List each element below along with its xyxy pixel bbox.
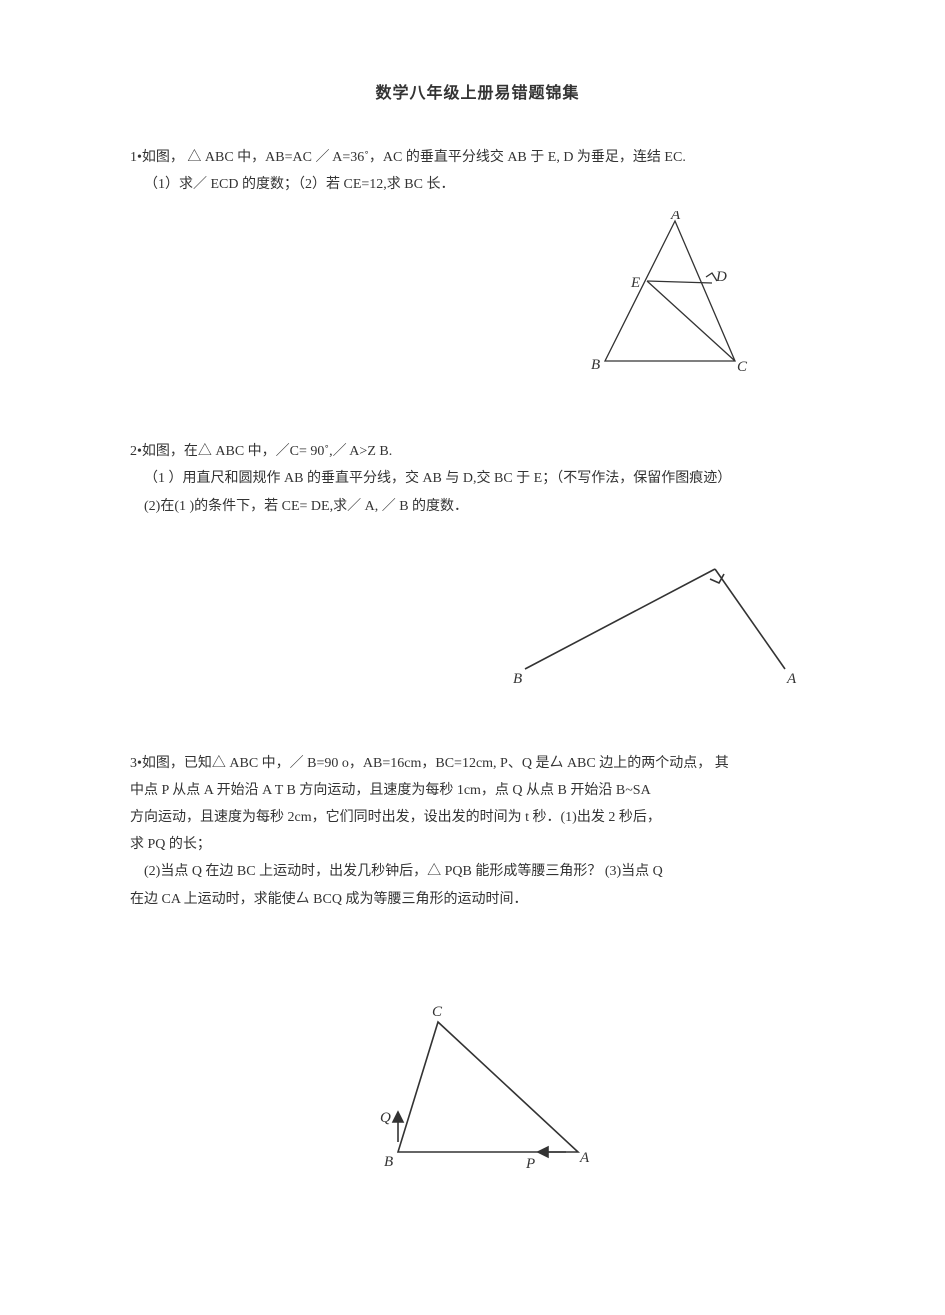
- label-A2: A: [786, 671, 797, 687]
- page-title: 数学八年级上册易错题锦集: [130, 80, 825, 109]
- problem-3-line-5: (2)当点 Q 在边 BC 上运动时，出发几秒钟后，△ PQB 能形成等腰三角形…: [130, 859, 825, 884]
- problem-3-line-6: 在边 CA 上运动时，求能使厶 BCQ 成为等腰三角形的运动时间．: [130, 887, 825, 912]
- problem-1: 1•如图， △ ABC 中，AB=AC ／ A=36˚，AC 的垂直平分线交 A…: [130, 145, 825, 381]
- figure-2-wrap: B A: [130, 549, 825, 689]
- label-A3: A: [579, 1150, 590, 1166]
- problem-1-line-2: （1）求／ ECD 的度数；（2）若 CE=12,求 BC 长．: [130, 172, 825, 197]
- problem-2-line-3: (2)在(1 )的条件下，若 CE= DE,求／ A, ／ B 的度数．: [130, 494, 825, 519]
- problem-3-line-2: 中点 P 从点 A 开始沿 A T B 方向运动，且速度为每秒 1cm，点 Q …: [130, 778, 825, 803]
- figure-1: A B C D E: [585, 211, 765, 381]
- problem-1-line-1: 1•如图， △ ABC 中，AB=AC ／ A=36˚，AC 的垂直平分线交 A…: [130, 145, 825, 170]
- document-page: 数学八年级上册易错题锦集 1•如图， △ ABC 中，AB=AC ／ A=36˚…: [0, 0, 945, 1265]
- figure-3: B A C P Q: [358, 1002, 598, 1177]
- figure-2: B A: [505, 549, 805, 689]
- label-C3: C: [432, 1004, 443, 1020]
- label-B: B: [591, 357, 600, 373]
- label-C: C: [737, 359, 748, 375]
- problem-3-line-4: 求 PQ 的长；: [130, 832, 825, 857]
- problem-3-line-3: 方向运动，且速度为每秒 2cm，它们同时出发，设出发的时间为 t 秒．(1)出发…: [130, 805, 825, 830]
- label-B3: B: [384, 1154, 393, 1170]
- spacer-2: [130, 717, 825, 751]
- label-A: A: [670, 211, 681, 223]
- problem-2: 2•如图，在△ ABC 中，／C= 90˚,／ A>Z B. （1 ）用直尺和圆…: [130, 439, 825, 689]
- problem-3: 3•如图，已知△ ABC 中，／ B=90 o，AB=16cm，BC=12cm,…: [130, 751, 825, 1177]
- label-D: D: [715, 269, 727, 285]
- label-B2: B: [513, 671, 522, 687]
- arrow-P: [538, 1147, 566, 1157]
- spacer-1: [130, 409, 825, 439]
- problem-3-line-1: 3•如图，已知△ ABC 中，／ B=90 o，AB=16cm，BC=12cm,…: [130, 751, 825, 776]
- label-E: E: [630, 275, 640, 291]
- label-P3: P: [525, 1156, 535, 1172]
- figure-1-wrap: A B C D E: [130, 211, 825, 381]
- figure-3-wrap: B A C P Q: [130, 1002, 825, 1177]
- label-Q3: Q: [380, 1110, 391, 1126]
- problem-2-line-1: 2•如图，在△ ABC 中，／C= 90˚,／ A>Z B.: [130, 439, 825, 464]
- arrow-Q: [393, 1112, 403, 1142]
- problem-2-line-2: （1 ）用直尺和圆规作 AB 的垂直平分线，交 AB 与 D,交 BC 于 E；…: [130, 466, 825, 491]
